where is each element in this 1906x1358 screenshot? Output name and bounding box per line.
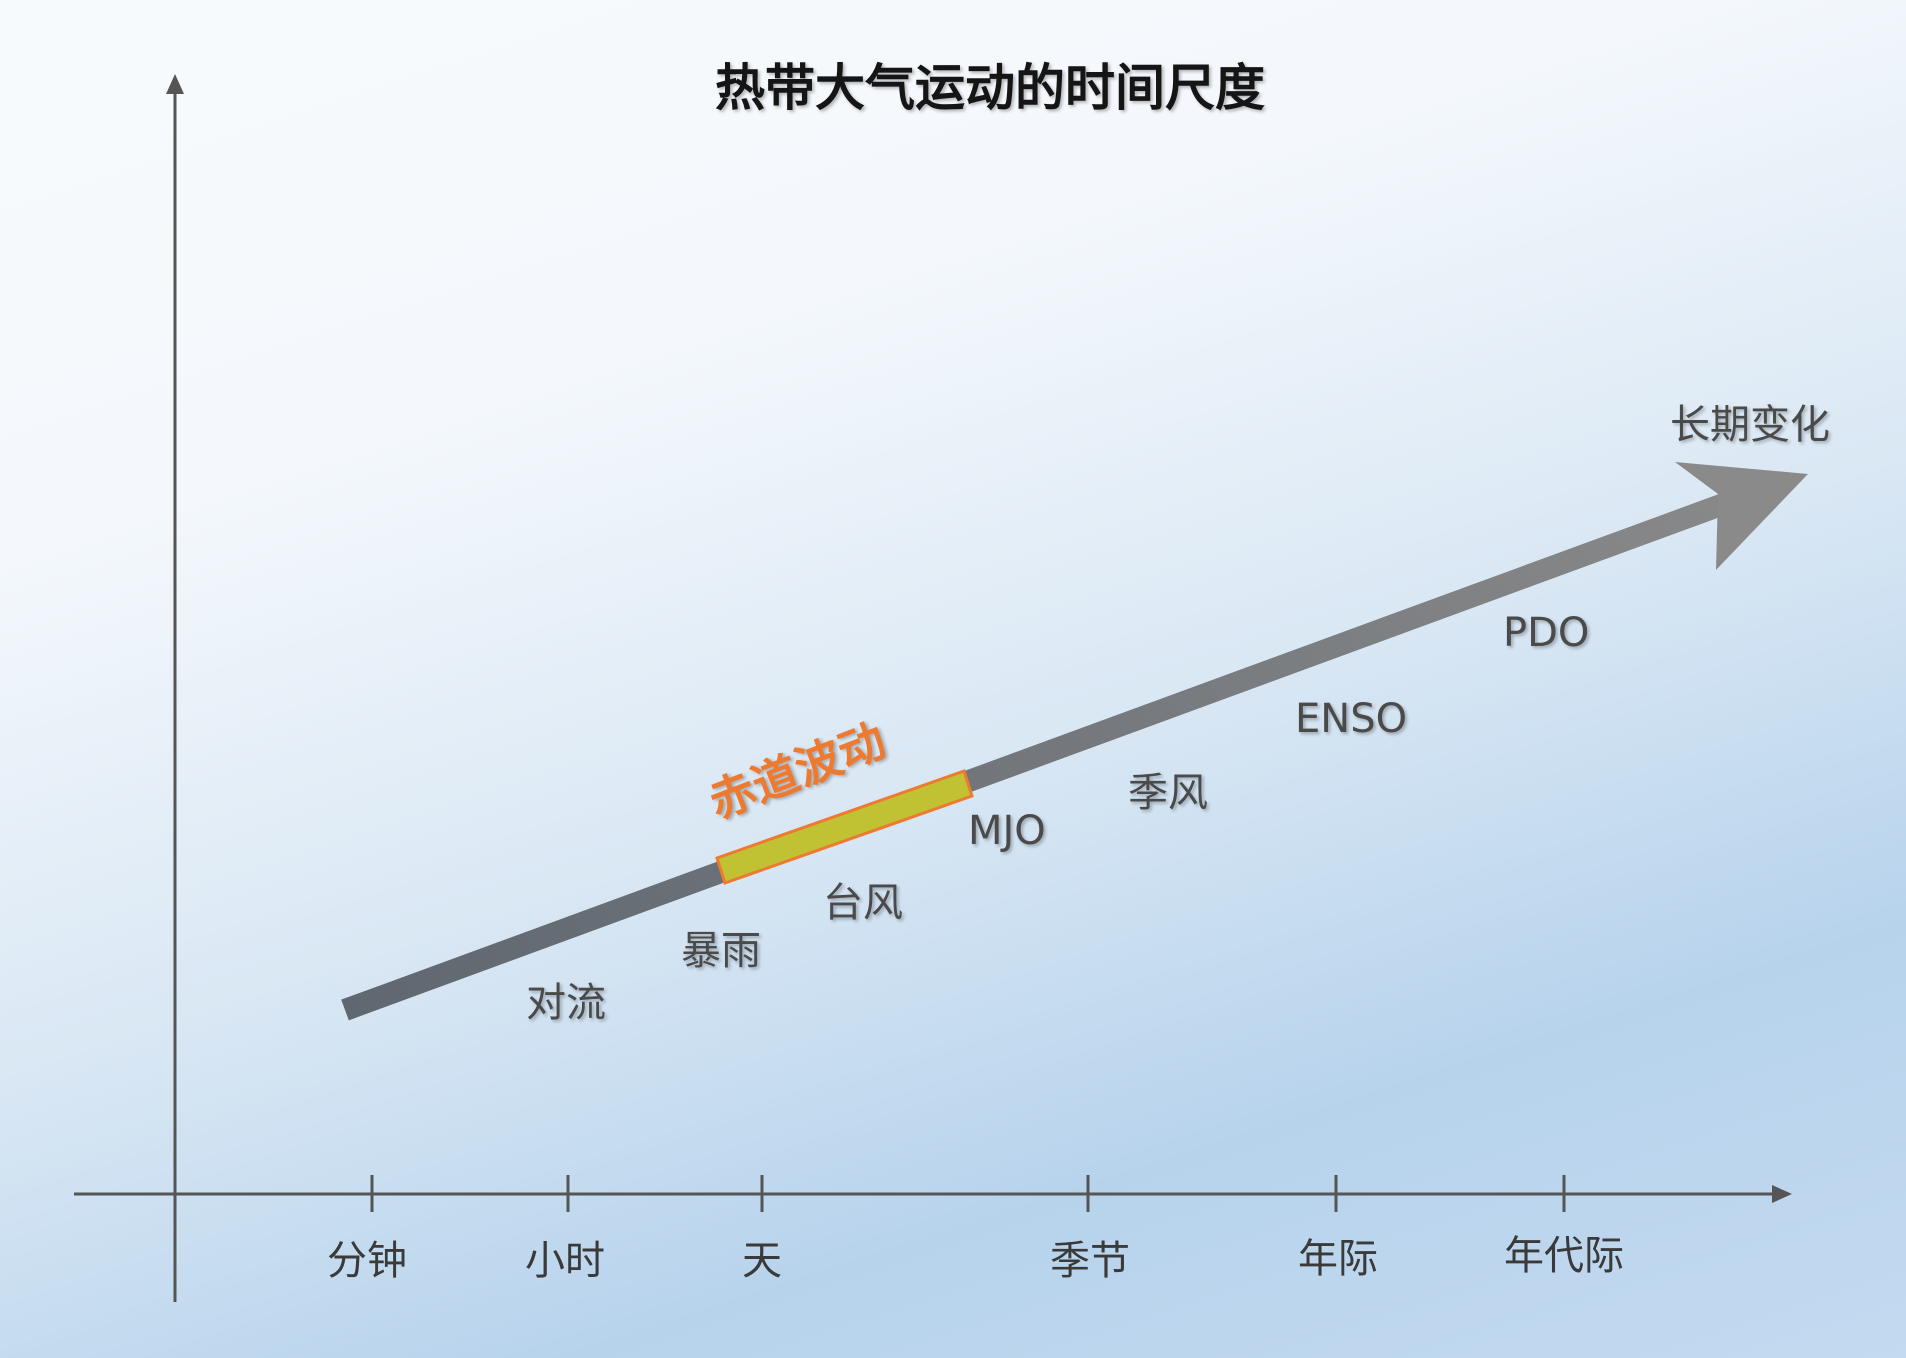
long-term-change-label: 长期变化 [1670, 402, 1830, 448]
phenomenon-label-rainstorm: 暴雨 [681, 928, 761, 974]
x-tick-label-interdecadal: 年代际 [1504, 1233, 1624, 1279]
phenomenon-label-monsoon: 季风 [1128, 770, 1208, 816]
x-tick-label-season: 季节 [1050, 1238, 1130, 1284]
phenomenon-label-mjo: MJO [968, 808, 1046, 854]
x-axis-arrowhead [1772, 1185, 1792, 1203]
phenomenon-label-typhoon: 台风 [823, 880, 903, 926]
page-title: 热带大气运动的时间尺度 [715, 59, 1265, 117]
x-tick-label-interannual: 年际 [1298, 1236, 1378, 1282]
phenomenon-label-pdo: PDO [1503, 610, 1590, 656]
y-axis-arrowhead [166, 74, 184, 94]
x-tick-label-hour: 小时 [525, 1238, 605, 1284]
x-tick-label-minute: 分钟 [327, 1238, 407, 1284]
equatorial-wave-bar [715, 769, 974, 885]
phenomenon-label-enso: ENSO [1295, 696, 1408, 742]
timescale-arrow [341, 462, 1808, 1021]
phenomenon-label-convection: 对流 [526, 980, 606, 1026]
x-tick-label-day: 天 [742, 1238, 782, 1284]
